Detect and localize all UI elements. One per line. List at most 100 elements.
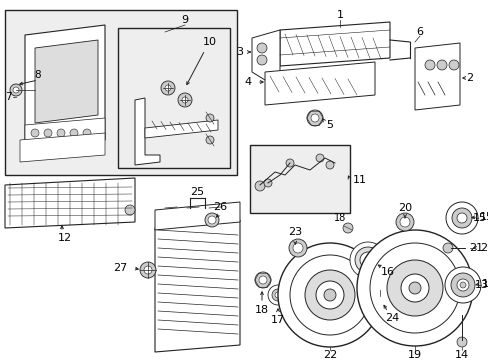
Text: 25: 25: [189, 187, 203, 197]
Circle shape: [271, 289, 284, 301]
Text: 13: 13: [474, 280, 488, 290]
Circle shape: [356, 230, 472, 346]
Circle shape: [259, 276, 266, 284]
Text: 21: 21: [479, 243, 488, 253]
Circle shape: [354, 247, 380, 273]
Text: 5: 5: [326, 120, 333, 130]
Circle shape: [264, 179, 271, 187]
Text: 24: 24: [384, 313, 398, 323]
Text: 18: 18: [333, 213, 346, 223]
Text: 3: 3: [236, 47, 243, 57]
Circle shape: [310, 114, 318, 122]
Text: 7: 7: [5, 92, 11, 102]
Text: 26: 26: [212, 202, 226, 212]
Circle shape: [436, 60, 446, 70]
Polygon shape: [5, 178, 135, 228]
Circle shape: [205, 114, 214, 122]
Circle shape: [408, 282, 420, 294]
Text: 27: 27: [113, 263, 127, 273]
Circle shape: [57, 129, 65, 137]
Text: 17: 17: [270, 315, 285, 325]
Circle shape: [315, 281, 343, 309]
Polygon shape: [155, 202, 240, 230]
Text: 1: 1: [336, 10, 343, 20]
Text: 15: 15: [479, 212, 488, 222]
Polygon shape: [135, 98, 160, 165]
Circle shape: [459, 282, 465, 288]
Circle shape: [83, 129, 91, 137]
Text: 2: 2: [466, 73, 472, 83]
Circle shape: [359, 252, 375, 268]
Circle shape: [267, 285, 287, 305]
Text: 18: 18: [254, 305, 268, 315]
Circle shape: [70, 129, 78, 137]
Polygon shape: [20, 133, 105, 162]
Text: 11: 11: [352, 175, 366, 185]
Circle shape: [278, 243, 381, 347]
Circle shape: [386, 260, 442, 316]
Circle shape: [395, 213, 413, 231]
Text: 8: 8: [35, 70, 41, 80]
Circle shape: [399, 217, 409, 227]
Circle shape: [456, 337, 466, 347]
Circle shape: [257, 55, 266, 65]
Circle shape: [274, 292, 281, 298]
Text: 6: 6: [416, 27, 423, 37]
Circle shape: [445, 202, 477, 234]
Bar: [249, 145, 349, 213]
Circle shape: [376, 284, 382, 290]
Circle shape: [456, 279, 468, 291]
Polygon shape: [25, 25, 105, 150]
Circle shape: [254, 181, 264, 191]
Circle shape: [325, 161, 333, 169]
Circle shape: [324, 289, 335, 301]
Bar: [118, 28, 229, 168]
Circle shape: [178, 93, 192, 107]
Circle shape: [288, 239, 306, 257]
Circle shape: [373, 294, 385, 306]
Circle shape: [456, 213, 466, 223]
Text: 12: 12: [58, 233, 72, 243]
Circle shape: [257, 43, 266, 53]
Text: 13: 13: [481, 279, 488, 289]
Text: 19: 19: [407, 350, 421, 360]
Circle shape: [448, 60, 458, 70]
Bar: [5, 10, 237, 175]
Circle shape: [305, 270, 354, 320]
Circle shape: [161, 81, 175, 95]
Circle shape: [143, 266, 152, 274]
Circle shape: [306, 110, 323, 126]
Circle shape: [369, 243, 459, 333]
Circle shape: [140, 262, 156, 278]
Text: 23: 23: [287, 227, 302, 237]
Text: 14: 14: [454, 350, 468, 360]
Text: 21: 21: [468, 243, 482, 253]
Polygon shape: [155, 220, 240, 352]
Circle shape: [451, 208, 471, 228]
Circle shape: [292, 243, 303, 253]
Circle shape: [125, 205, 135, 215]
Circle shape: [349, 242, 385, 278]
Text: 20: 20: [397, 203, 411, 213]
Text: 4: 4: [244, 77, 251, 87]
Circle shape: [342, 223, 352, 233]
Circle shape: [13, 87, 19, 93]
Text: 16: 16: [380, 267, 394, 277]
Text: 15: 15: [472, 213, 486, 223]
Circle shape: [207, 216, 216, 224]
Circle shape: [289, 255, 369, 335]
Circle shape: [442, 243, 452, 253]
Circle shape: [10, 84, 22, 96]
Circle shape: [254, 272, 270, 288]
Polygon shape: [264, 62, 374, 105]
Circle shape: [205, 136, 214, 144]
Text: 10: 10: [203, 37, 217, 47]
Polygon shape: [251, 30, 280, 80]
Text: 22: 22: [322, 350, 336, 360]
Circle shape: [444, 267, 480, 303]
Circle shape: [424, 60, 434, 70]
Circle shape: [450, 273, 474, 297]
Polygon shape: [280, 22, 389, 66]
Circle shape: [285, 159, 293, 167]
Polygon shape: [414, 43, 459, 110]
